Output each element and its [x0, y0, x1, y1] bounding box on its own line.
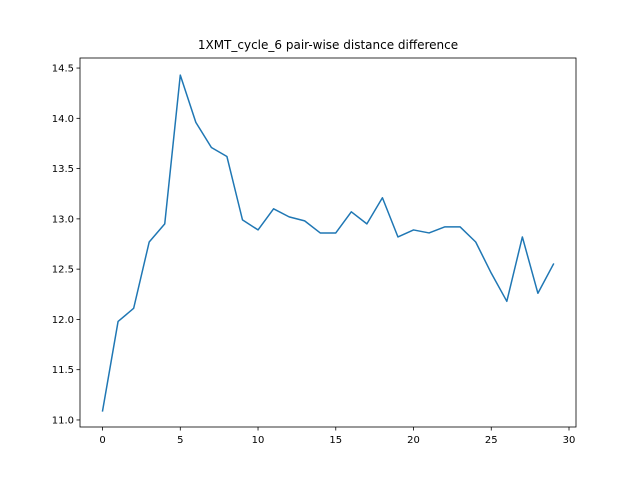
x-tick-label: 10: [252, 435, 265, 446]
x-tick-label: 20: [407, 435, 420, 446]
y-tick-label: 12.5: [52, 265, 74, 276]
series-line: [101, 74, 555, 412]
y-tick-label: 11.5: [52, 365, 74, 376]
axis-ticks: 0 5 10 15 20 25 30 11.0 11.5 12.0 12.5 13.0 13.5 14.0…: [52, 64, 576, 446]
chart-title: 1XMT_cycle_6 pair-wise distance differen…: [198, 38, 458, 52]
series-lines: [101, 74, 555, 412]
y-tick-label: 13.5: [52, 164, 74, 175]
x-tick-label: 30: [563, 435, 576, 446]
y-tick-label: 13.0: [52, 214, 74, 225]
y-tick-label: 11.0: [52, 415, 74, 426]
x-tick-label: 15: [329, 435, 342, 446]
x-tick-label: 0: [99, 435, 105, 446]
plot-area-frame: [79, 57, 577, 428]
y-tick-label: 12.0: [52, 315, 74, 326]
y-tick-label: 14.0: [52, 114, 74, 125]
y-tick-label: 14.5: [52, 64, 74, 75]
x-tick-label: 25: [485, 435, 498, 446]
x-tick-label: 5: [177, 435, 183, 446]
